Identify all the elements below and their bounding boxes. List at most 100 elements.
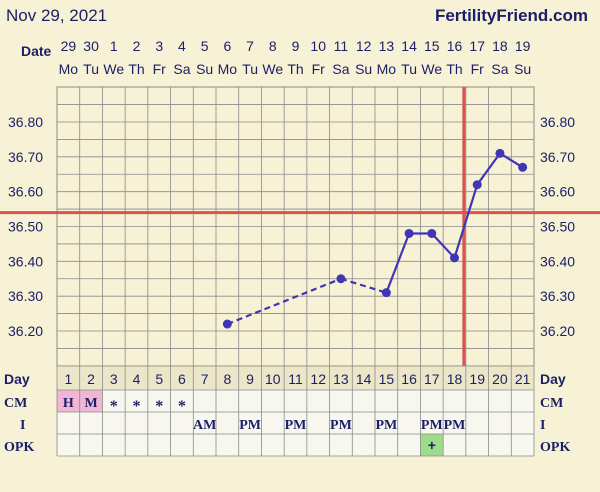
date-label: 11 [334, 38, 349, 54]
weekday-label: Th [446, 61, 462, 77]
y-tick-label-left: 36.40 [8, 253, 43, 269]
cm-row-label-right: CM [540, 396, 563, 411]
weekday-label: Sa [173, 61, 190, 77]
table-bg [57, 390, 534, 456]
date-label: 9 [292, 38, 300, 54]
date-label: 30 [83, 38, 99, 54]
weekday-label: We [421, 61, 442, 77]
day-row-label: Day [4, 371, 30, 387]
weekday-label: Th [287, 61, 303, 77]
y-tick-label-right: 36.80 [540, 114, 575, 130]
y-tick-label-right: 36.40 [540, 253, 575, 269]
date-label: 29 [61, 38, 77, 54]
cycle-day-number: 3 [110, 371, 118, 387]
day-row-bg [57, 366, 534, 390]
cycle-day-number: 21 [515, 371, 531, 387]
intercourse-cell-value: PM [239, 418, 261, 433]
date-label: 16 [447, 38, 463, 54]
weekday-label: Fr [153, 61, 167, 77]
weekday-label: Su [196, 61, 213, 77]
opk-cell-fill [420, 434, 444, 456]
temp-line [385, 233, 411, 294]
opk-row-label: OPK [4, 440, 34, 455]
intercourse-cell-value: PM [285, 418, 307, 433]
cm-cell-value: * [178, 398, 186, 415]
cycle-day-number: 6 [178, 371, 186, 387]
date-label: 17 [469, 38, 485, 54]
cm-cell-value: H [63, 396, 74, 411]
chart-date: Nov 29, 2021 [6, 6, 108, 25]
cm-row-label: CM [4, 396, 27, 411]
cycle-day-number: 12 [310, 371, 326, 387]
site-name: FertilityFriend.com [434, 6, 588, 25]
weekday-label: Mo [218, 61, 238, 77]
cycle-day-number: 1 [64, 371, 72, 387]
intercourse-row-label-right: I [540, 418, 545, 433]
weekday-label: Su [355, 61, 372, 77]
intercourse-cell-value: PM [375, 418, 397, 433]
weekday-label: Tu [401, 61, 417, 77]
cycle-day-number: 19 [469, 371, 485, 387]
intercourse-cell-value: PM [444, 418, 466, 433]
cycle-day-number: 11 [288, 371, 303, 387]
weekday-label: Mo [59, 61, 79, 77]
temp-point [472, 180, 482, 190]
temp-line-dashed [340, 277, 387, 294]
weekday-label: Tu [242, 61, 258, 77]
temp-line-dashed [226, 277, 342, 326]
cm-cell-value: * [133, 398, 141, 415]
temp-point [222, 319, 232, 329]
cycle-day-number: 10 [265, 371, 281, 387]
y-tick-label-left: 36.70 [8, 149, 43, 165]
intercourse-row-label: I [20, 418, 25, 433]
cm-cell-value: * [110, 398, 118, 415]
date-label: 5 [201, 38, 209, 54]
weekday-label: Fr [312, 61, 326, 77]
cycle-day-number: 18 [447, 371, 463, 387]
cycle-day-number: 16 [401, 371, 417, 387]
cycle-day-number: 7 [201, 371, 209, 387]
y-tick-label-left: 36.50 [8, 219, 43, 235]
opk-row-label-right: OPK [540, 440, 570, 455]
y-tick-label-right: 36.20 [540, 323, 575, 339]
date-label: 8 [269, 38, 277, 54]
temp-line [453, 184, 479, 259]
intercourse-cell-value: PM [330, 418, 352, 433]
weekday-label: Mo [377, 61, 397, 77]
day-row-label-right: Day [540, 371, 566, 387]
cycle-day-number: 13 [333, 371, 349, 387]
date-label: 6 [223, 38, 231, 54]
date-row-label: Date [21, 43, 52, 59]
cm-cell-fill [57, 390, 80, 412]
date-label: 12 [356, 38, 372, 54]
weekday-label: Tu [83, 61, 99, 77]
intercourse-cell-value: PM [421, 418, 443, 433]
cycle-day-number: 14 [356, 371, 372, 387]
date-label: 7 [246, 38, 254, 54]
cycle-day-number: 4 [133, 371, 141, 387]
y-tick-label-left: 36.60 [8, 184, 43, 200]
weekday-label: Su [514, 61, 531, 77]
y-tick-label-left: 36.80 [8, 114, 43, 130]
intercourse-cell-value: AM [193, 418, 216, 433]
date-label: 4 [178, 38, 186, 54]
temp-point [427, 228, 437, 238]
date-label: 18 [492, 38, 508, 54]
date-label: 14 [401, 38, 417, 54]
date-label: 1 [110, 38, 118, 54]
temp-point [450, 253, 459, 263]
cycle-day-number: 20 [492, 371, 508, 387]
cycle-day-number: 9 [246, 371, 254, 387]
date-label: 19 [515, 38, 531, 54]
cycle-day-number: 17 [424, 371, 440, 387]
weekday-label: We [103, 61, 124, 77]
temp-point [518, 162, 528, 172]
y-tick-label-left: 36.30 [8, 288, 43, 304]
weekday-label: Sa [332, 61, 349, 77]
y-tick-label-right: 36.30 [540, 288, 575, 304]
cycle-day-number: 2 [87, 371, 95, 387]
cycle-day-number: 15 [379, 371, 395, 387]
cycle-day-number: 5 [155, 371, 163, 387]
cm-cell-value: * [155, 398, 163, 415]
